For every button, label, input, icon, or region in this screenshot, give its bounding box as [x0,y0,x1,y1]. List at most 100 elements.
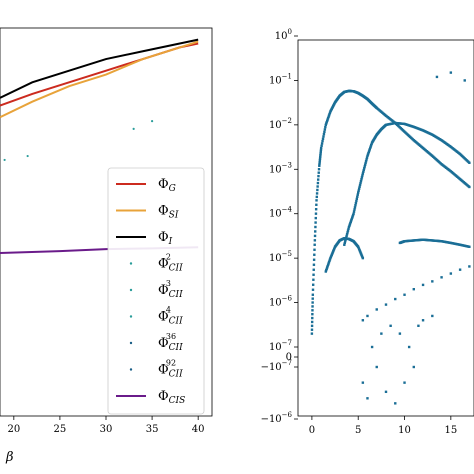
data-point [312,268,315,271]
data-point [328,112,331,116]
y-tick-label: −10−6 [261,411,293,425]
data-point [370,345,374,349]
data-point [327,115,330,119]
data-point [368,148,371,151]
data-point [314,221,317,224]
data-point [361,381,365,384]
data-point [324,270,327,273]
data-point [317,174,320,178]
y-tick-label: 10−2 [269,117,292,131]
legend-label: ΦCII2 [158,253,183,274]
data-point [313,234,317,238]
data-point [352,210,356,213]
data-point [316,178,320,181]
data-point [314,230,317,233]
data-point [324,123,327,127]
data-point [355,197,359,201]
data-point [403,293,406,296]
legend-label: ΦG [158,177,176,194]
data-point [318,164,321,167]
data-point [360,178,363,181]
right-axes-frame [297,39,474,417]
data-point [364,160,368,163]
data-point [417,324,420,328]
data-point [3,158,6,162]
data-point [367,150,371,154]
legend-swatch [129,288,133,292]
data-point [321,137,325,140]
data-point [317,171,320,174]
y-tick-label: 10−3 [269,161,292,175]
y-tick-label: 10−6 [269,295,293,309]
data-point [363,167,366,170]
data-point [458,268,462,271]
data-point [363,165,366,168]
left-x-axis-label: β [5,450,14,465]
data-point [407,345,411,349]
data-point [26,154,29,158]
data-point [318,159,322,162]
data-point [345,234,348,238]
legend-label: ΦSI [158,204,179,221]
data-point [365,156,369,159]
data-point [328,259,331,263]
data-point [311,312,314,316]
y-tick-label: 10−7 [269,339,292,353]
data-point [366,153,370,156]
data-point [314,208,318,211]
data-point [311,301,314,304]
data-point [320,144,323,147]
data-point [369,146,372,150]
data-point [394,402,397,405]
data-point [327,262,330,265]
x-tick-label: 0 [309,425,315,436]
data-point [319,148,323,152]
data-point [440,276,443,279]
data-point [356,195,359,198]
data-point [313,253,316,256]
data-point [351,213,355,217]
data-point [366,314,369,318]
data-point [360,176,364,179]
data-point [353,208,356,211]
right-y-ticks: 100 10−1 10−2 10−3 10−4 10−5 10−6 10−70−10−7 −10… [261,28,298,425]
data-point [150,120,154,123]
data-point [316,188,319,192]
legend-swatch [129,262,133,265]
data-point [345,232,349,236]
data-point [363,163,367,166]
y-tick-label: 10−4 [269,206,293,220]
data-point [319,146,323,150]
data-point [326,263,330,267]
legend-box [107,167,205,415]
legend-label: ΦCII3 [158,279,183,300]
data-point [315,199,318,202]
data-point [132,127,135,130]
legend-label: ΦCII4 [158,306,183,327]
data-point [421,319,425,322]
right-scatter-points [310,71,471,405]
data-point [359,179,363,183]
data-point [352,212,355,215]
data-point [353,206,357,209]
data-point [315,192,319,195]
data-point [319,152,322,155]
legend-label: ΦCII92 [158,359,183,380]
data-point [367,152,370,155]
data-point [311,293,315,296]
data-point [368,149,371,152]
data-point [325,119,329,123]
data-point [468,161,471,164]
x-tick-label: 5 [355,425,361,436]
data-point [449,71,453,74]
data-point [375,308,378,311]
data-point [317,168,321,171]
data-point [315,195,319,199]
data-point [358,185,361,189]
x-tick-label: 10 [398,425,411,436]
series-line-i [0,38,199,99]
data-point [318,162,321,166]
data-point [325,120,328,124]
data-point [328,111,332,115]
